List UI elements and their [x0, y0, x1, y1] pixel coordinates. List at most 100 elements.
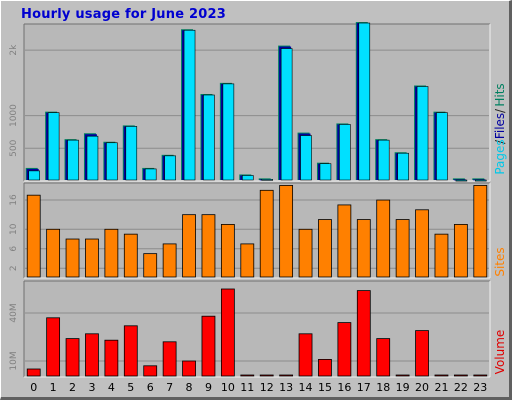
x-tick-label: 18 — [376, 381, 390, 394]
volume-bar — [220, 288, 235, 377]
sites-bar — [123, 233, 138, 278]
x-tick-label: 4 — [108, 381, 115, 394]
x-tick-label: 2 — [69, 381, 76, 394]
sites-bar — [220, 224, 235, 278]
sites-bar — [318, 219, 332, 278]
pages-bar — [319, 163, 332, 181]
x-tick-label: 14 — [299, 381, 313, 394]
pages-bar — [397, 152, 409, 181]
y-tick-label: 16 — [9, 194, 19, 206]
volume-bar — [376, 338, 391, 377]
legend-volume: Volume — [493, 330, 507, 375]
sites-bar — [337, 204, 352, 278]
pages-bar — [164, 155, 176, 181]
sites-bar — [473, 185, 488, 278]
volume-bar — [434, 374, 449, 377]
sites-bar — [434, 233, 449, 278]
pages-bar — [183, 29, 196, 181]
volume-bar — [279, 374, 294, 377]
volume-bar — [356, 290, 371, 377]
sites-bar — [104, 228, 119, 278]
pages-bar — [144, 168, 157, 181]
page-title: Hourly usage for June 2023 — [21, 7, 226, 22]
sites-bar — [259, 189, 274, 278]
sites-bar — [453, 224, 468, 278]
y-tick-label: 2k — [9, 44, 19, 56]
volume-bar — [415, 330, 429, 377]
x-tick-label: 6 — [147, 381, 154, 394]
legend-slash-2: / — [493, 139, 507, 144]
x-tick-label: 0 — [30, 381, 37, 394]
pages-bar — [242, 175, 254, 181]
x-tick-label: 23 — [473, 381, 487, 394]
volume-bar — [85, 333, 99, 377]
x-tick-label: 21 — [434, 381, 448, 394]
y-tick-label: 40M — [9, 303, 19, 322]
sites-bar — [26, 194, 41, 278]
volume-bar — [473, 374, 488, 377]
volume-bar — [298, 333, 313, 377]
volume-bar — [182, 360, 196, 377]
x-tick-label: 7 — [166, 381, 173, 394]
sites-plot-area — [24, 183, 490, 278]
sites-bar — [201, 214, 216, 278]
x-tick-label: 9 — [205, 381, 212, 394]
pages-bar — [455, 179, 468, 182]
sites-bar — [65, 238, 80, 278]
volume-bar — [240, 374, 255, 377]
hits-bar — [472, 178, 485, 180]
sites-bar — [298, 228, 313, 278]
volume-bar — [201, 315, 216, 377]
pages-bar — [106, 142, 118, 181]
sites-bar — [395, 219, 410, 278]
sites-bar — [376, 199, 391, 278]
pages-bar — [377, 139, 390, 181]
pages-bar — [67, 139, 79, 181]
legend-files: Files — [493, 113, 507, 139]
sites-bar — [279, 185, 294, 278]
sites-bar — [182, 214, 196, 278]
pages-bar — [339, 124, 351, 181]
volume-bar — [26, 368, 41, 377]
volume-bar — [143, 365, 158, 377]
y-tick-label: 6 — [9, 246, 19, 252]
y-tick-label: 2 — [9, 265, 19, 271]
legend-slash-1: / — [493, 108, 507, 113]
sites-bar — [162, 243, 177, 278]
x-tick-label: 19 — [396, 381, 410, 394]
volume-bar — [65, 338, 80, 377]
sites-bar — [356, 219, 371, 278]
pages-bar — [28, 170, 40, 181]
x-tick-label: 5 — [127, 381, 134, 394]
pages-bar — [358, 22, 371, 181]
sites-bar — [85, 238, 99, 278]
pages-bar — [125, 126, 138, 181]
pages-bar — [222, 83, 235, 181]
legend-hits: Hits — [493, 83, 507, 106]
pages-bar — [416, 86, 429, 181]
hits-files-pages-panel: 500 1000 2k — [9, 22, 491, 182]
pages-bar — [280, 48, 293, 181]
x-tick-label: 11 — [240, 381, 254, 394]
volume-bar — [104, 339, 119, 377]
volume-bar — [337, 322, 352, 377]
y-tick-label: 500 — [9, 139, 19, 156]
x-tick-label: 15 — [318, 381, 332, 394]
pages-bar — [475, 179, 487, 182]
pages-bar — [47, 112, 60, 181]
x-tick-label: 1 — [50, 381, 57, 394]
sites-bar — [143, 253, 158, 278]
x-tick-label: 10 — [221, 381, 235, 394]
sites-panel: 2 6 10 16 — [9, 182, 491, 279]
volume-bar — [162, 341, 177, 377]
pages-bar — [203, 94, 215, 181]
y-tick-label: 10M — [9, 351, 19, 370]
sites-bar — [240, 243, 255, 278]
volume-bar — [123, 325, 138, 377]
pages-bar — [86, 135, 99, 181]
x-tick-label: 12 — [260, 381, 274, 394]
x-tick-label: 17 — [357, 381, 371, 394]
x-tick-label: 13 — [279, 381, 293, 394]
legend-sites: Sites — [493, 247, 507, 276]
